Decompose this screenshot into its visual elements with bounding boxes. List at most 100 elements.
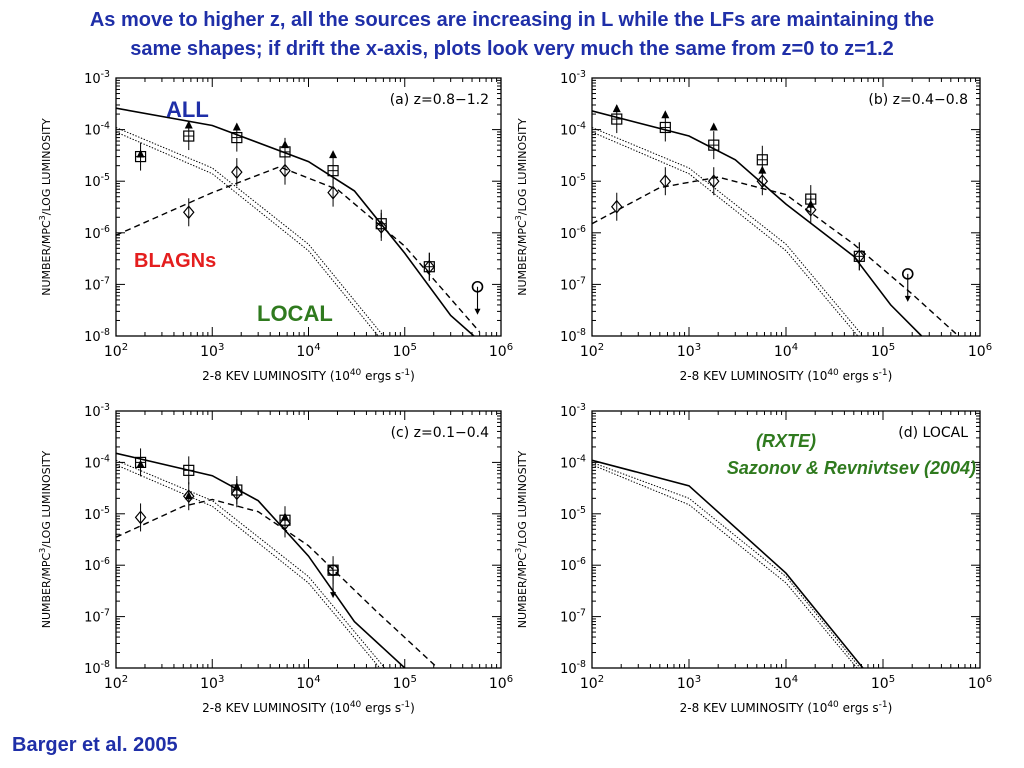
open-diamond-marker bbox=[804, 202, 817, 217]
chart-panel-b: 102 103 104 105 106 10-8 10-7 10-6 10-5 10-4 10-3 2… bbox=[514, 69, 992, 383]
local-model-upper-curve bbox=[592, 127, 864, 336]
local-model-lower-curve bbox=[116, 131, 379, 336]
filled-triangle-marker bbox=[329, 150, 338, 159]
y-tick-label: 10-5 bbox=[560, 505, 586, 523]
y-tick-label: 10-4 bbox=[560, 453, 586, 471]
y-tick-label: 10-4 bbox=[84, 121, 110, 139]
x-tick-label: 102 bbox=[104, 342, 128, 360]
x-tick-label: 104 bbox=[296, 342, 320, 360]
y-tick-label: 10-5 bbox=[84, 505, 110, 523]
x-tick-label: 103 bbox=[677, 342, 701, 360]
filled-triangle-marker bbox=[136, 459, 145, 468]
y-tick-label: 10-5 bbox=[560, 172, 586, 190]
x-axis-label: 2-8 KEV LUMINOSITY (1040 ergs s-1) bbox=[680, 700, 893, 715]
x-tick-label: 104 bbox=[774, 674, 798, 692]
x-tick-label: 106 bbox=[968, 342, 992, 360]
reference-label: Sazonov & Revnivtsev (2004) bbox=[727, 458, 976, 478]
all-model-curve bbox=[116, 107, 476, 336]
y-tick-label: 10-4 bbox=[84, 453, 110, 471]
model-curves bbox=[116, 107, 481, 336]
y-tick-label: 10-8 bbox=[84, 659, 110, 677]
tick-marks bbox=[591, 78, 980, 337]
upper-limit-arrowhead bbox=[904, 295, 911, 302]
x-tick-label: 105 bbox=[871, 674, 895, 692]
blagn-label: BLAGNs bbox=[134, 250, 216, 272]
y-axis-label: NUMBER/MPC3/LOG LUMINOSITY bbox=[38, 118, 53, 296]
x-tick-label: 106 bbox=[489, 674, 513, 692]
tick-marks bbox=[115, 78, 501, 337]
open-diamond-marker bbox=[182, 489, 195, 504]
open-diamond-marker bbox=[423, 259, 436, 274]
open-diamond-marker bbox=[327, 185, 339, 200]
upper-limit-arrowhead bbox=[474, 308, 481, 315]
y-tick-label: 10-5 bbox=[84, 172, 110, 190]
model-curves bbox=[116, 452, 439, 668]
tick-marks bbox=[115, 411, 501, 669]
x-axis-label: 2-8 KEV LUMINOSITY (1040 ergs s-1) bbox=[680, 368, 893, 383]
data-points bbox=[134, 448, 339, 599]
y-tick-label: 10-3 bbox=[84, 402, 110, 420]
open-diamond-marker bbox=[756, 174, 769, 189]
chart-panel-a: 102 103 104 105 106 10-8 10-7 10-6 10-5 10-4 10-3 2… bbox=[38, 69, 513, 383]
panel-title: (b) z=0.4−0.8 bbox=[868, 92, 968, 108]
open-diamond-marker bbox=[231, 486, 243, 501]
filled-triangle-marker bbox=[758, 165, 767, 174]
local-model-upper-curve bbox=[592, 461, 861, 668]
headline-line-1: As move to higher z, all the sources are… bbox=[89, 9, 935, 31]
y-tick-label: 10-7 bbox=[84, 275, 110, 293]
model-curves bbox=[592, 459, 864, 668]
panel-title: (a) z=0.8−1.2 bbox=[390, 92, 489, 108]
y-tick-label: 10-3 bbox=[560, 69, 586, 87]
local-model-lower-curve bbox=[592, 131, 859, 336]
y-axis-label: NUMBER/MPC3/LOG LUMINOSITY bbox=[514, 450, 529, 628]
x-tick-label: 102 bbox=[580, 674, 604, 692]
y-tick-label: 10-8 bbox=[84, 327, 110, 345]
filled-triangle-marker bbox=[184, 491, 193, 500]
y-tick-label: 10-8 bbox=[560, 327, 586, 345]
x-tick-label: 102 bbox=[104, 674, 128, 692]
plot-frame bbox=[115, 410, 502, 669]
filled-triangle-marker bbox=[232, 122, 241, 131]
filled-triangle-marker bbox=[612, 104, 621, 113]
x-tick-label: 105 bbox=[393, 674, 417, 692]
panel-title: (c) z=0.1−0.4 bbox=[391, 425, 490, 441]
filled-triangle-marker bbox=[281, 512, 290, 521]
y-tick-label: 10-4 bbox=[560, 121, 586, 139]
open-diamond-marker bbox=[375, 219, 388, 234]
citation-credit: Barger et al. 2005 bbox=[12, 734, 178, 756]
panel-title: (d) LOCAL bbox=[898, 425, 968, 441]
open-diamond-marker bbox=[279, 516, 291, 531]
local-model-upper-curve bbox=[116, 459, 386, 668]
data-points bbox=[610, 104, 914, 302]
x-tick-label: 102 bbox=[580, 342, 604, 360]
x-tick-label: 103 bbox=[677, 674, 701, 692]
local-model-lower-curve bbox=[116, 464, 381, 668]
slide-headline: As move to higher z, all the sources are… bbox=[8, 6, 1016, 64]
x-tick-label: 104 bbox=[296, 674, 320, 692]
x-axis-label: 2-8 KEV LUMINOSITY (1040 ergs s-1) bbox=[202, 700, 415, 715]
x-tick-label: 104 bbox=[774, 342, 798, 360]
rxte-label: (RXTE) bbox=[756, 431, 816, 451]
x-tick-label: 106 bbox=[968, 674, 992, 692]
y-tick-label: 10-8 bbox=[560, 659, 586, 677]
filled-triangle-marker bbox=[184, 120, 193, 129]
y-tick-label: 10-7 bbox=[560, 608, 586, 626]
y-axis-label: NUMBER/MPC3/LOG LUMINOSITY bbox=[514, 118, 529, 296]
filled-triangle-marker bbox=[661, 110, 670, 119]
data-points bbox=[134, 120, 484, 315]
y-tick-label: 10-3 bbox=[84, 69, 110, 87]
chart-panel-c: 102 103 104 105 106 10-8 10-7 10-6 10-5 10-4 10-3 2… bbox=[38, 402, 513, 715]
y-tick-label: 10-3 bbox=[560, 402, 586, 420]
all-model-curve bbox=[592, 110, 923, 336]
all-label: ALL bbox=[166, 97, 209, 122]
open-diamond-marker bbox=[659, 174, 672, 189]
model-curves bbox=[592, 110, 959, 336]
x-tick-label: 103 bbox=[200, 674, 224, 692]
filled-triangle-marker bbox=[136, 149, 145, 158]
x-tick-label: 103 bbox=[200, 342, 224, 360]
y-tick-label: 10-7 bbox=[84, 608, 110, 626]
open-diamond-marker bbox=[182, 205, 195, 220]
y-tick-label: 10-6 bbox=[84, 556, 110, 574]
open-diamond-marker bbox=[853, 249, 866, 264]
local-label: LOCAL bbox=[257, 301, 333, 326]
